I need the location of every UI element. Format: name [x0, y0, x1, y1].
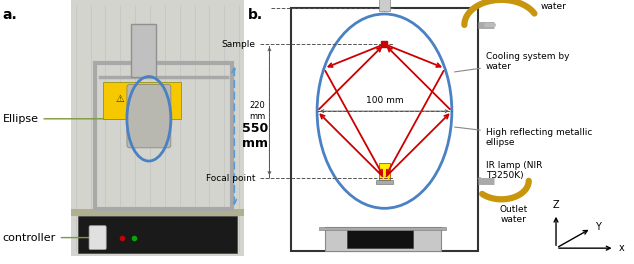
FancyBboxPatch shape [378, 163, 391, 180]
Text: IR lamp (NIR
T3250K): IR lamp (NIR T3250K) [478, 161, 542, 180]
FancyBboxPatch shape [376, 180, 392, 184]
Text: Inlet
water: Inlet water [540, 0, 566, 11]
FancyBboxPatch shape [103, 82, 181, 119]
Text: x: x [618, 243, 624, 253]
Text: b.: b. [248, 8, 263, 22]
FancyBboxPatch shape [71, 0, 244, 256]
FancyBboxPatch shape [347, 230, 413, 248]
Text: a.: a. [3, 8, 17, 22]
FancyBboxPatch shape [319, 227, 446, 230]
Text: Y: Y [595, 221, 601, 232]
FancyBboxPatch shape [71, 209, 244, 216]
Text: High reflecting metallic
ellipse: High reflecting metallic ellipse [455, 127, 592, 147]
Text: Ellipse: Ellipse [3, 114, 124, 124]
FancyBboxPatch shape [89, 226, 106, 249]
Text: Focal point: Focal point [206, 174, 256, 183]
FancyBboxPatch shape [291, 8, 478, 251]
FancyBboxPatch shape [127, 84, 171, 148]
Text: 100 mm: 100 mm [366, 96, 403, 105]
FancyBboxPatch shape [131, 24, 156, 77]
FancyBboxPatch shape [78, 216, 236, 253]
Text: controller: controller [3, 233, 93, 243]
Text: 550
mm: 550 mm [242, 122, 268, 150]
Text: Z: Z [553, 200, 559, 210]
FancyBboxPatch shape [378, 0, 391, 11]
Text: Sample: Sample [222, 40, 256, 49]
FancyBboxPatch shape [325, 227, 441, 251]
Text: Outlet
water: Outlet water [499, 205, 527, 224]
Text: 220
mm: 220 mm [249, 101, 266, 121]
Text: ⚠: ⚠ [115, 94, 124, 104]
Text: Cooling system by
water: Cooling system by water [455, 52, 569, 72]
